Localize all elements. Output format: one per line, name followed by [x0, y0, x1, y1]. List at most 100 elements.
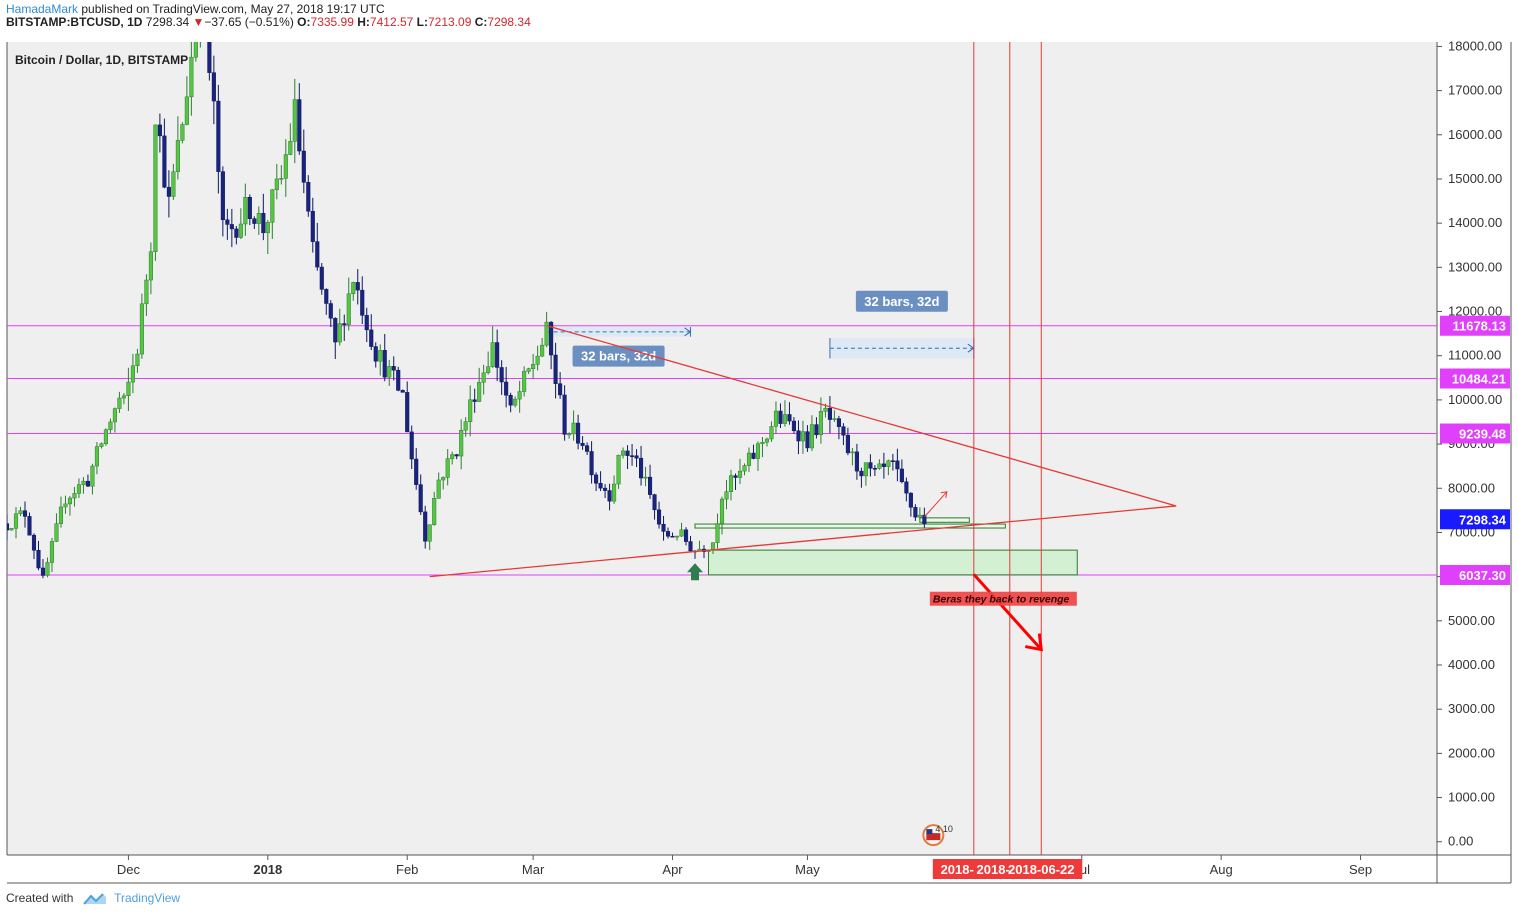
low-label: L: [416, 15, 428, 29]
candle-body [49, 541, 55, 563]
candle-body [360, 289, 365, 316]
price-label-bg [1440, 423, 1510, 444]
candle-body [540, 344, 545, 357]
candle-body [265, 222, 270, 234]
candle-body [845, 434, 850, 454]
author-link[interactable]: HamadaMark [6, 2, 79, 16]
candle-body [800, 431, 805, 442]
candle-body [126, 381, 131, 396]
candle-body [841, 426, 846, 436]
candle-body [117, 397, 122, 409]
candle-body [274, 178, 279, 190]
x-tick-label: Mar [522, 862, 545, 877]
candle-body [508, 394, 513, 406]
candle-body [81, 480, 86, 485]
candle-body [787, 414, 792, 422]
x-tick-label: Feb [396, 862, 418, 877]
annotation-text: Beras they back to revenge [933, 594, 1070, 606]
range-measure-label-bg [855, 290, 948, 312]
candle-body [139, 303, 144, 355]
candle-body [477, 381, 482, 402]
candle-body [436, 479, 441, 499]
candle-body [67, 497, 73, 505]
date-label: 2018- [941, 862, 974, 877]
down-arrow-head [1025, 633, 1044, 652]
down-triangle-icon: ▼ [192, 15, 205, 29]
candle-body [674, 535, 680, 538]
candle-body [580, 443, 585, 446]
candle-body [162, 135, 167, 188]
candle-body [301, 150, 306, 183]
range-measure-label-bg [572, 345, 665, 367]
range-measure-arrowhead [684, 327, 692, 337]
down-arrow-line [972, 573, 1043, 651]
candle-body [229, 224, 234, 230]
candle-body [908, 492, 913, 508]
footer: Created with TradingView [6, 891, 180, 906]
range-measure-label: 32 bars, 32d [864, 294, 939, 309]
price-label-bg [1440, 315, 1510, 336]
candle-body [544, 321, 549, 346]
candle-body [850, 451, 855, 454]
events-badge-count: 4 10 [935, 824, 953, 834]
candle-body [180, 124, 185, 141]
x-tick-label: May [795, 862, 820, 877]
candle-body [913, 507, 918, 518]
candle-body [199, 9, 203, 28]
flag-icon [926, 833, 941, 841]
candle-body [40, 567, 46, 576]
candle-body [45, 562, 50, 576]
candle-body [99, 443, 104, 447]
candle-body [818, 411, 823, 436]
candle-body [472, 399, 477, 402]
candle-body [85, 480, 90, 487]
trendline [429, 505, 1177, 578]
candle-body [7, 523, 10, 531]
candle-body [468, 399, 473, 422]
candle-body [427, 524, 432, 542]
candle-body [454, 454, 459, 457]
candle-body [171, 171, 176, 197]
candle-body [256, 212, 261, 224]
date-label: 2018- [977, 862, 1010, 877]
candle-body [890, 460, 895, 462]
candle-body [130, 365, 135, 383]
y-tick-label: 1000.00 [1448, 790, 1495, 805]
candle-body [94, 446, 99, 467]
candle-body [648, 476, 653, 495]
candle-body [886, 460, 891, 467]
candle-body [665, 531, 671, 537]
candle-body [423, 511, 428, 542]
last-price-label: 7298.34 [1459, 512, 1507, 527]
candle-body [616, 454, 621, 485]
candle-body [612, 483, 617, 502]
candle-body [778, 410, 783, 424]
candle-body [279, 178, 284, 180]
candle-body [144, 279, 149, 305]
candle-body [598, 483, 603, 489]
candle-body [432, 498, 437, 526]
date-label: 2018-06-22 [1008, 862, 1075, 877]
candle-body [922, 514, 927, 524]
candle-body [688, 541, 693, 552]
candle-body [135, 353, 140, 367]
plot-area [7, 42, 1437, 855]
candle-body [751, 452, 756, 459]
candle-body [414, 458, 419, 485]
y-tick-label: 15000.00 [1448, 171, 1502, 186]
candle-body [832, 418, 837, 420]
candle-body [90, 465, 95, 487]
candle-body [445, 458, 450, 478]
candle-body [495, 342, 500, 368]
candle-body [391, 366, 396, 371]
candle-body [755, 443, 761, 459]
candle-body [661, 523, 666, 532]
tradingview-link[interactable]: TradingView [114, 891, 181, 905]
candle-body [531, 364, 536, 370]
candle-body [868, 462, 873, 469]
demand-zone [694, 523, 1006, 529]
candle-body [13, 513, 19, 529]
candle-body [189, 56, 194, 98]
candle-body [234, 228, 239, 238]
